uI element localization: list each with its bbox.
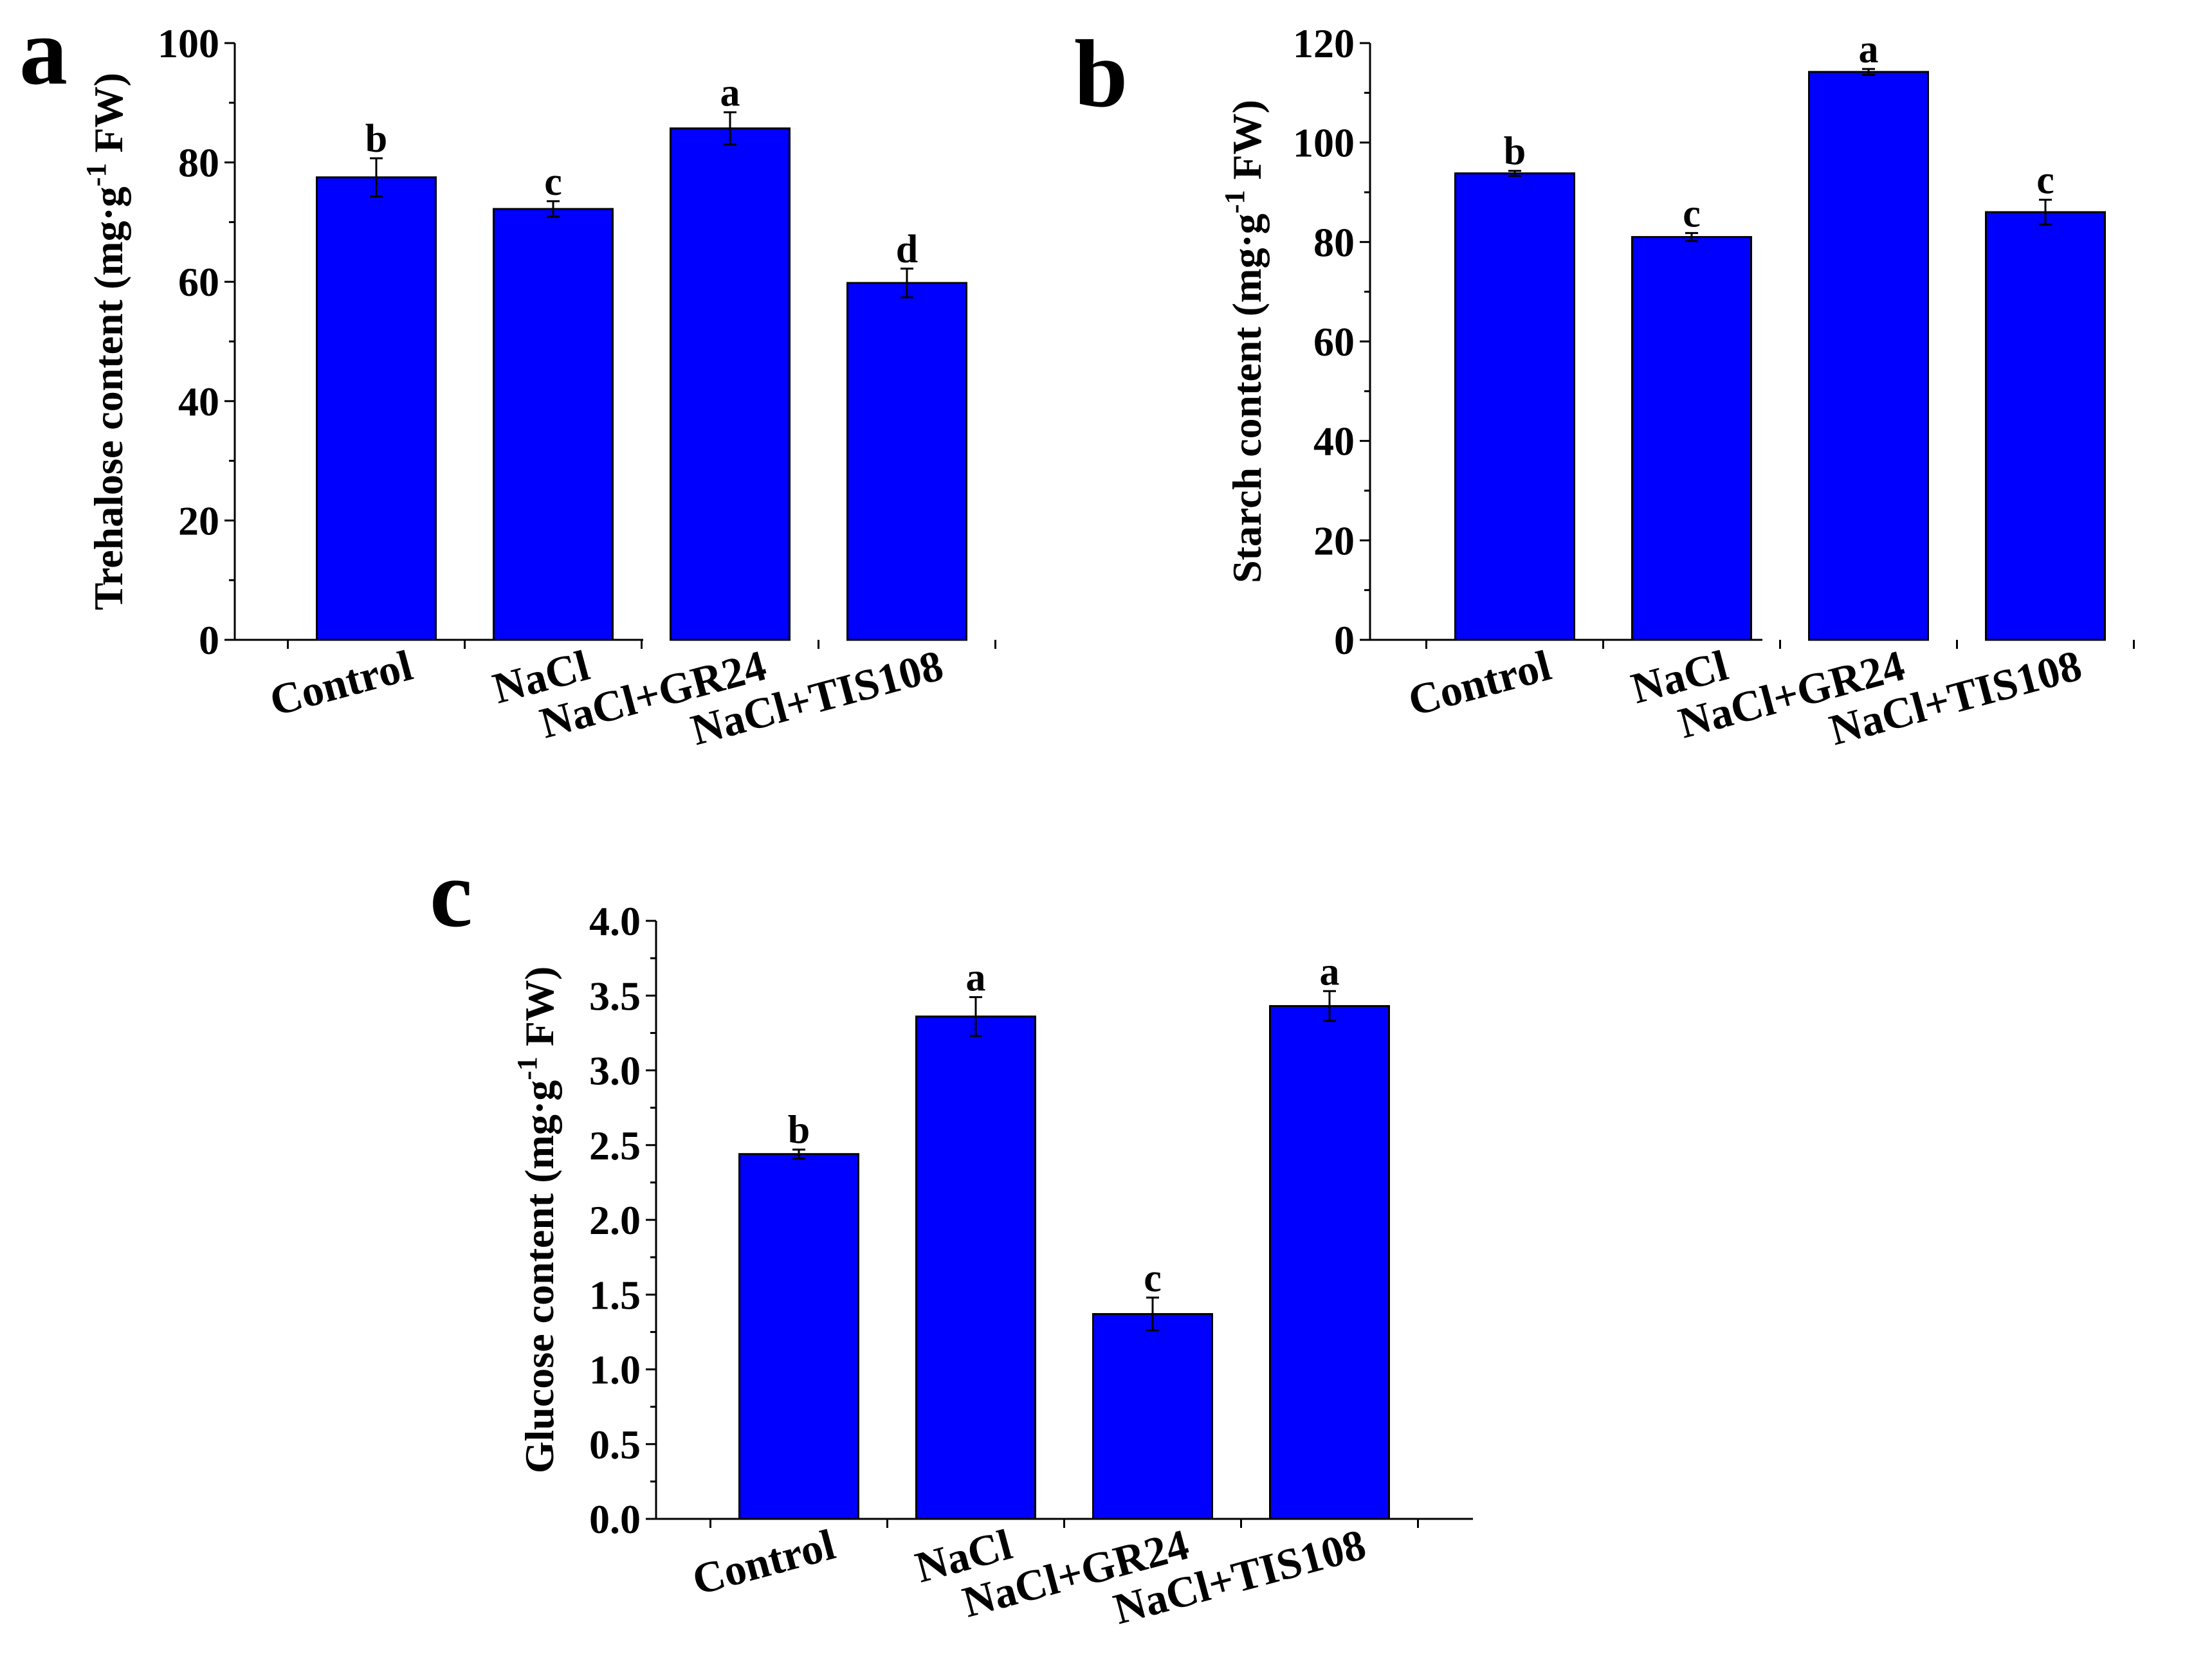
panel-c-letter: c: [430, 840, 473, 947]
y-tick-label: 80: [1313, 219, 1355, 265]
y-axis-label-unit: FW): [86, 73, 131, 163]
y-tick-label: 1.0: [589, 1347, 641, 1393]
error-bar: [370, 157, 383, 197]
significance-letter: c: [1144, 1257, 1162, 1300]
bar: [316, 176, 437, 641]
significance-letter: b: [365, 117, 387, 161]
y-tick-label: 4.0: [589, 898, 641, 944]
y-axis-label-superscript: -1: [80, 163, 112, 186]
y-tick-label: 0.0: [589, 1496, 641, 1542]
error-bar: [900, 268, 913, 298]
significance-letter: d: [896, 228, 918, 271]
significance-letter: a: [720, 71, 740, 115]
x-category-label: Control: [264, 640, 417, 725]
y-axis-label-unit: FW): [1224, 100, 1270, 190]
y-axis-label: Starch content (mg·g-1 FW): [1219, 100, 1270, 583]
y-tick-label: 20: [1313, 518, 1355, 563]
error-bar: [547, 200, 560, 218]
panel-c-chart: c 0.0 0.5 1.0 1.5 2.0 2.5 3.0 3.5 4.0 Glucose con…: [430, 840, 1473, 1633]
bar: [1631, 236, 1752, 641]
y-tick-label: 40: [178, 379, 219, 424]
y-tick-label: 2.0: [589, 1197, 641, 1243]
y-tick-label: 3.0: [589, 1048, 641, 1094]
error-bar: [969, 996, 982, 1037]
y-tick-label: 20: [178, 498, 219, 543]
panel-b-letter: b: [1074, 21, 1128, 127]
significance-letter: c: [2036, 159, 2054, 203]
y-tick-label: 80: [178, 140, 219, 186]
bar: [493, 208, 614, 641]
y-tick-label: 1.5: [589, 1272, 641, 1318]
panel-a-chart: a 0 20 40 60 80 100 Trehalose content (mg·g-1 …: [19, 0, 996, 754]
error-bar: [1862, 68, 1875, 76]
significance-letter: c: [544, 160, 562, 204]
bar: [1269, 1005, 1390, 1520]
y-axis-label: Glucose content (mg·g-1 FW): [511, 967, 562, 1474]
y-axis-label-main: Starch content (mg·g: [1224, 213, 1270, 583]
y-axis-label-main: Glucose content (mg·g: [516, 1080, 562, 1473]
y-axis-label-superscript: -1: [511, 1057, 543, 1080]
panel-a-letter: a: [19, 0, 68, 105]
y-axis-label: Trehalose content (mg·g-1 FW): [80, 73, 131, 610]
bar: [1454, 172, 1575, 641]
error-bar: [2039, 199, 2052, 226]
panel-b-chart: b 0 20 40 60 80 100 120 Starch content (mg·g-1 …: [1074, 21, 2135, 754]
significance-letter: a: [966, 956, 986, 1000]
bar: [846, 282, 967, 641]
x-category-label: Control: [687, 1520, 839, 1604]
significance-letter: c: [1683, 192, 1701, 235]
significance-letter: a: [1859, 28, 1879, 71]
significance-letter: a: [1320, 950, 1340, 994]
bar: [1808, 71, 1929, 641]
y-tick-label: 0.5: [589, 1422, 641, 1467]
error-bar: [1323, 990, 1336, 1022]
error-bar: [1146, 1296, 1159, 1332]
bar: [915, 1015, 1036, 1520]
y-axis-label-main: Trehalose content (mg·g: [86, 186, 131, 610]
y-tick-label: 2.5: [589, 1123, 641, 1168]
y-tick-label: 120: [1293, 21, 1355, 66]
bar: [1985, 211, 2106, 641]
y-tick-label: 3.5: [589, 973, 641, 1019]
y-tick-label: 60: [178, 259, 219, 305]
error-bar: [724, 111, 736, 146]
bar: [670, 127, 791, 641]
y-tick-label: 0: [1334, 617, 1355, 663]
y-axis-label-superscript: -1: [1219, 190, 1250, 214]
y-tick-label: 60: [1313, 319, 1355, 365]
significance-letter: b: [1504, 130, 1526, 174]
y-tick-label: 40: [1313, 419, 1355, 464]
error-bar: [1508, 170, 1521, 177]
y-axis-label-unit: FW): [516, 967, 562, 1057]
y-tick-label: 100: [1293, 120, 1355, 166]
error-bar: [792, 1148, 805, 1160]
x-category-label: Control: [1403, 640, 1555, 725]
y-tick-label: 100: [158, 21, 219, 66]
bar: [738, 1153, 859, 1520]
error-bar: [1685, 231, 1698, 242]
bar: [1092, 1312, 1213, 1520]
significance-letter: b: [788, 1109, 810, 1152]
y-tick-label: 0: [199, 617, 219, 663]
